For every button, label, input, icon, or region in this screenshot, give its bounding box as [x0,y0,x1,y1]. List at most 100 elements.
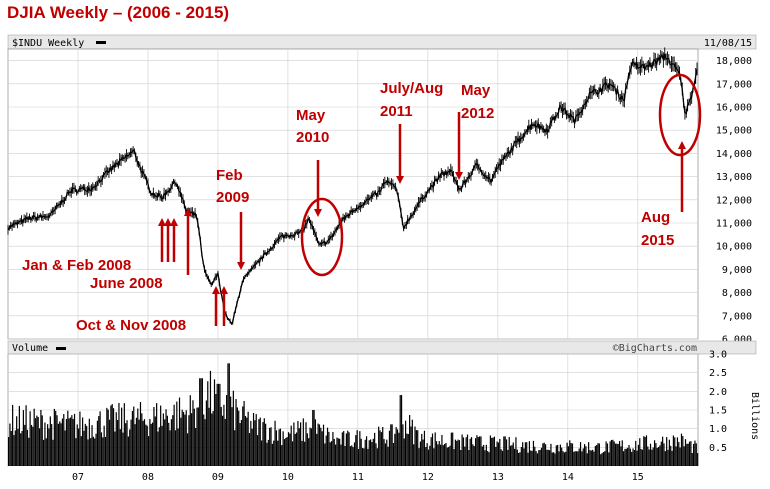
volume-bar [602,452,605,466]
volume-bar [679,447,681,466]
volume-bar [425,447,427,466]
volume-bar [508,436,510,466]
annotation-label: 2010 [296,129,329,146]
annotation-feb-2009: Feb 2009 [216,167,249,270]
volume-bar [266,442,268,466]
price-plot-area [7,48,699,340]
annotation-jan-feb-2008: Jan & Feb 2008 [22,218,178,274]
volume-bar [540,447,543,466]
volume-bar [192,400,194,466]
volume-bar [413,444,415,466]
volume-bar [639,438,641,466]
volume-bar [82,417,84,466]
volume-bar [188,415,190,466]
volume-bar [17,428,19,466]
volume-bar [666,436,668,466]
volume-bar [678,442,680,466]
volume-bar [473,446,475,466]
volume-bar [293,422,295,466]
volume-bar [49,416,51,466]
volume-bar [212,411,214,466]
volume-bar [25,405,27,466]
volume-bar [590,450,592,466]
volume-bar [65,418,68,466]
volume-bar [318,424,321,466]
volume-bar [515,437,517,466]
volume-bar [464,446,466,466]
volume-bar [195,427,197,466]
volume-bar [230,396,232,466]
x-tick-label: 08 [142,472,154,483]
volume-bar [470,437,473,466]
volume-bar [141,413,143,466]
annotation-label: 2015 [641,232,674,249]
volume-bar [332,431,334,466]
volume-bar [56,415,58,466]
volume-bar [234,430,236,466]
volume-bar [658,446,660,466]
volume-bar [254,420,256,466]
volume-bar [571,443,574,466]
volume-bar [228,363,230,466]
volume-bar [86,425,88,466]
annotation-label: June 2008 [90,275,163,292]
volume-bar [465,437,467,466]
volume-bar [282,431,284,466]
volume-bar [421,433,423,466]
volume-bar [434,432,436,466]
volume-bar [491,437,493,466]
volume-bar [216,383,218,466]
volume-bar [103,425,105,466]
volume-bar [67,410,69,466]
volume-bar [164,419,166,466]
volume-bar [316,433,318,466]
volume-bar [191,413,193,466]
volume-bar [643,436,645,466]
volume-tick-label: 1.0 [709,424,727,435]
volume-bar [165,409,167,466]
volume-bar [536,453,539,466]
volume-bar [176,401,178,466]
volume-bar [349,446,352,466]
volume-bar [157,431,159,466]
volume-bar [592,449,594,466]
volume-bar [247,411,249,466]
volume-bar [351,445,353,466]
volume-bar [238,410,240,466]
volume-bar [593,451,595,466]
volume-bar [252,412,255,466]
volume-bar [172,415,174,466]
volume-bar [18,405,20,466]
volume-bar [627,447,629,466]
volume-bar [384,443,387,466]
volume-bar [138,419,140,466]
volume-bar [493,436,496,466]
annotation-label: Jan & Feb 2008 [22,257,131,274]
annotation-label: May [296,107,326,124]
volume-bar [363,448,365,466]
volume-bar [340,444,342,466]
volume-bar [255,414,257,466]
volume-bar [543,442,545,466]
volume-bar [655,443,657,466]
x-tick-label: 14 [562,472,574,483]
volume-bar [151,422,154,466]
volume-bar [173,404,175,466]
volume-bar [102,437,104,466]
volume-bar [534,446,536,466]
volume-bar [400,395,403,466]
volume-bar [439,444,442,466]
annotation-may-2012: May 2012 [455,82,494,180]
x-tick-label: 13 [492,472,504,483]
volume-bar [220,406,222,466]
volume-bar [394,433,396,466]
x-axis-strip [8,466,698,486]
volume-bar [219,383,221,466]
volume-bar [71,415,73,466]
volume-bar [221,415,224,466]
volume-bar [76,424,78,466]
volume-bar [621,440,623,466]
volume-bar [382,427,384,466]
volume-bar [278,429,280,466]
volume-bar [390,424,392,466]
